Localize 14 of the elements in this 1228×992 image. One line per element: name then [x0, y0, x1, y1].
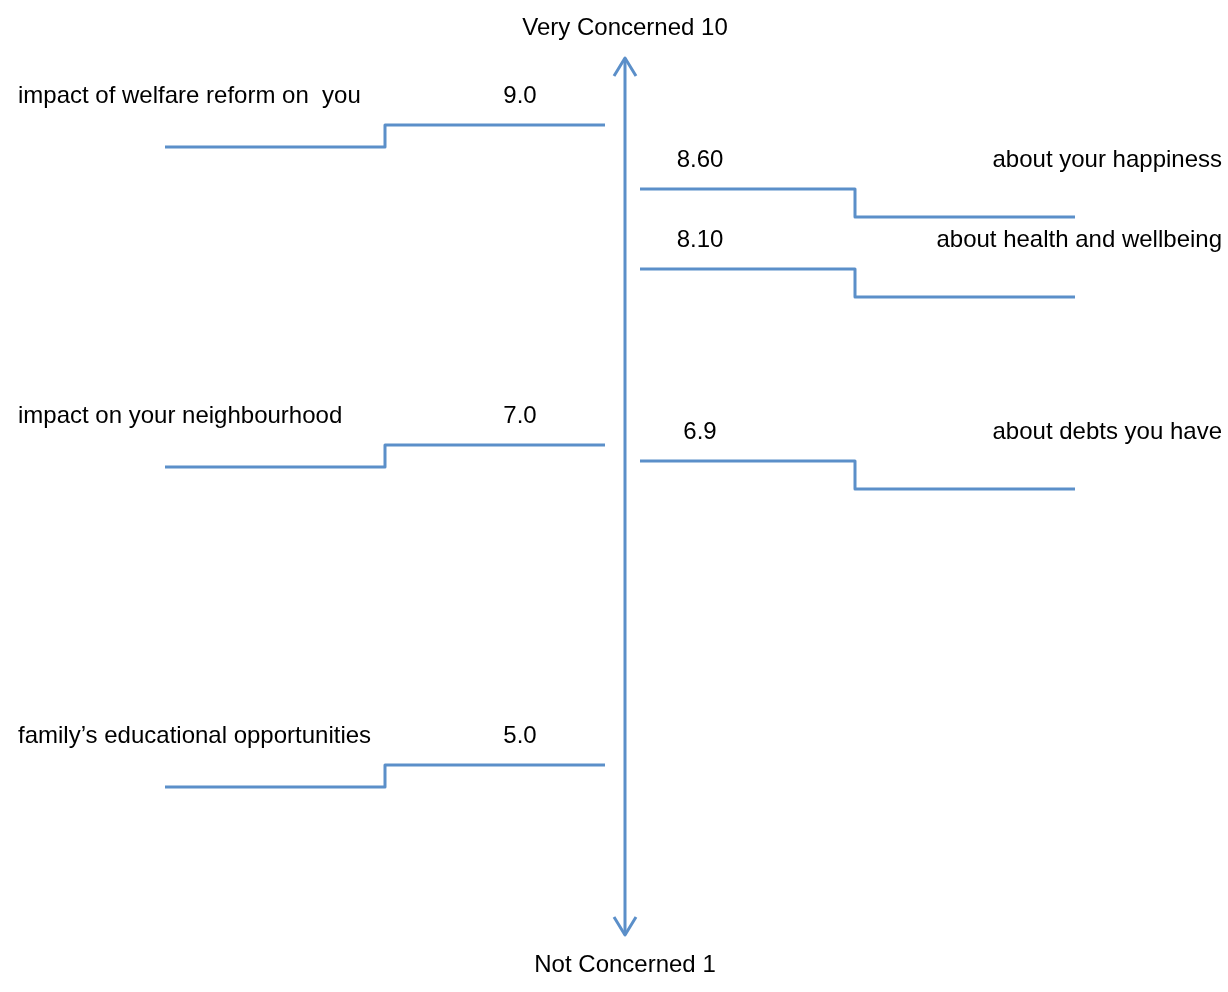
data-label: 8.60 [676, 145, 724, 172]
text: Very Concerned 10 [522, 12, 728, 40]
data-label: 5.0 [503, 721, 537, 748]
category-label: about health and wellbeing [936, 225, 1222, 252]
data-label: 8.10 [676, 225, 724, 252]
category-label: about your happiness [992, 145, 1222, 172]
data-label: 7.0 [503, 401, 537, 428]
category-label: about debts you have [992, 417, 1222, 444]
category-label: impact of welfare reform on you [18, 81, 361, 108]
text: Not Concerned 1 [534, 949, 716, 977]
data-label: 9.0 [503, 81, 537, 108]
category-label: family’s educational opportunities [18, 721, 372, 748]
data-label: 6.9 [683, 417, 717, 444]
category-label: impact on your neighbourhood [18, 401, 343, 428]
